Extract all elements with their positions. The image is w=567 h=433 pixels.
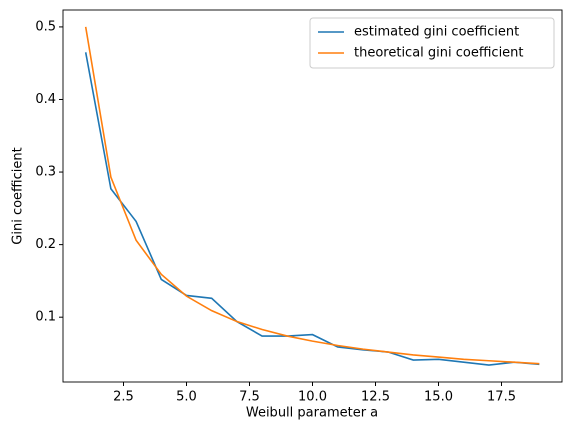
x-tick-label: 2.5 (113, 390, 134, 405)
y-tick-label: 0.1 (35, 310, 56, 325)
line-series (84, 26, 540, 365)
y-tick-label: 0.5 (35, 19, 56, 34)
plot-frame (62, 9, 563, 383)
x-tick-label: 12.5 (361, 390, 390, 405)
y-tick-label: 0.4 (35, 92, 56, 107)
legend-label: theoretical gini coefficient (354, 46, 524, 61)
y-tick-label: 0.3 (35, 165, 56, 180)
x-tick-label: 10.0 (298, 390, 327, 405)
y-axis-label: Gini coefficient (11, 147, 26, 244)
legend-box (309, 17, 555, 69)
x-tick-label: 15.0 (424, 390, 453, 405)
legend-label: estimated gini coefficient (354, 25, 519, 40)
line-series (84, 52, 540, 366)
y-tick-label: 0.2 (35, 237, 56, 252)
x-axis-label: Weibull parameter a (246, 406, 378, 421)
x-tick-label: 17.5 (487, 390, 516, 405)
x-tick-label: 5.0 (176, 390, 197, 405)
x-tick-label: 7.5 (239, 390, 260, 405)
